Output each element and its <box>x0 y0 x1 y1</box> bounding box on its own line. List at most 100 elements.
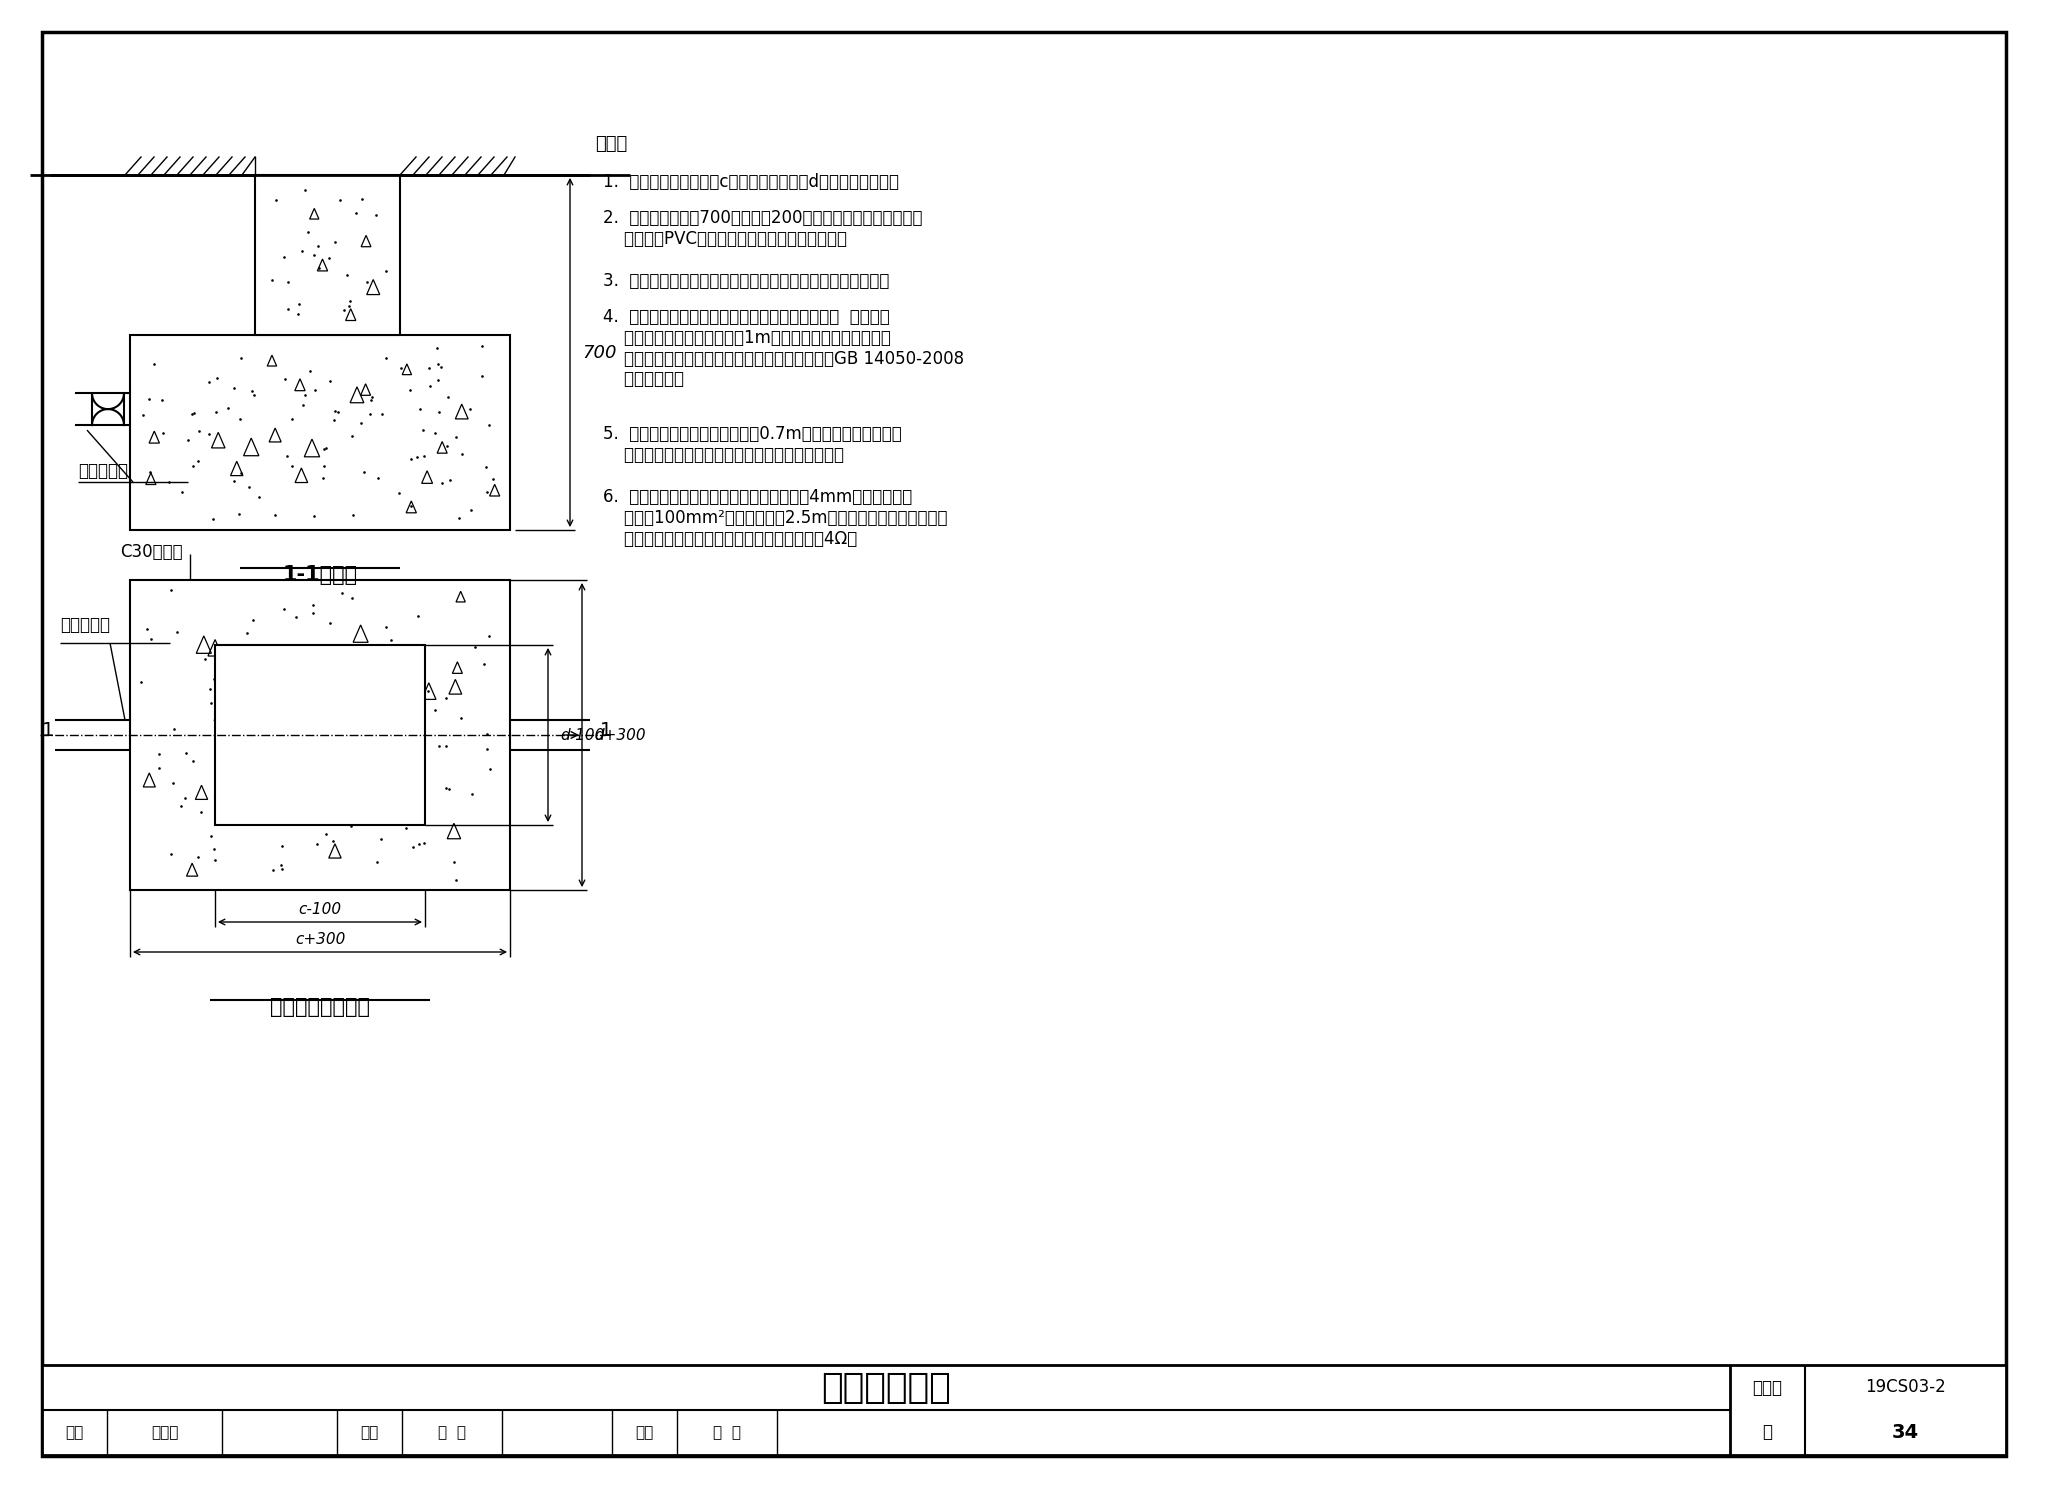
Point <box>289 179 322 202</box>
Bar <box>215 644 426 824</box>
Point <box>328 298 360 321</box>
Point <box>401 832 434 856</box>
Point <box>420 336 453 360</box>
Point <box>272 269 305 293</box>
Point <box>326 580 358 604</box>
Point <box>131 618 164 641</box>
Point <box>344 412 377 436</box>
Point <box>301 682 334 705</box>
Point <box>367 402 399 426</box>
Point <box>176 748 209 772</box>
Point <box>332 293 365 317</box>
Text: 700: 700 <box>582 344 616 362</box>
Point <box>217 469 250 493</box>
Point <box>403 397 436 421</box>
Text: 预留穿线管: 预留穿线管 <box>78 463 127 481</box>
Point <box>324 765 356 789</box>
Point <box>209 692 242 716</box>
Point <box>393 378 426 402</box>
Point <box>401 604 434 628</box>
Point <box>256 717 289 741</box>
Point <box>422 351 455 375</box>
Text: 审核: 审核 <box>66 1426 84 1440</box>
Point <box>279 795 311 818</box>
Point <box>283 292 315 315</box>
Point <box>199 848 231 872</box>
Point <box>201 801 233 824</box>
Point <box>319 231 352 254</box>
Point <box>143 743 176 766</box>
Point <box>289 382 322 406</box>
Point <box>293 783 326 806</box>
Point <box>266 857 299 881</box>
Point <box>279 772 311 796</box>
Point <box>180 845 213 869</box>
Point <box>399 445 432 469</box>
Point <box>182 449 215 473</box>
Point <box>459 635 492 659</box>
Point <box>387 741 420 765</box>
Point <box>258 503 291 527</box>
Point <box>170 741 203 765</box>
Text: 1-1剖面图: 1-1剖面图 <box>283 565 358 585</box>
Point <box>135 626 168 650</box>
Point <box>201 771 233 795</box>
Point <box>389 815 422 839</box>
Point <box>354 388 387 412</box>
Point <box>420 698 453 722</box>
Point <box>336 586 369 610</box>
Text: C30混凝土: C30混凝土 <box>121 543 182 561</box>
Point <box>430 434 463 458</box>
Point <box>268 246 301 269</box>
Point <box>217 375 250 399</box>
Point <box>455 783 487 806</box>
Text: 控制柜基础图: 控制柜基础图 <box>821 1370 950 1405</box>
Point <box>455 397 487 421</box>
Point <box>301 235 334 259</box>
Text: 预留穿线管: 预留穿线管 <box>59 616 111 634</box>
Text: 图集号: 图集号 <box>1753 1378 1782 1397</box>
Point <box>307 466 340 490</box>
Point <box>424 354 457 378</box>
Point <box>471 722 504 745</box>
Bar <box>43 1364 2005 1455</box>
Point <box>369 347 401 371</box>
Point <box>346 187 379 211</box>
Point <box>156 771 188 795</box>
Point <box>154 579 186 603</box>
Point <box>311 763 344 787</box>
Point <box>176 454 209 478</box>
Point <box>336 424 369 448</box>
Point <box>201 400 233 424</box>
Point <box>231 747 264 771</box>
Point <box>297 503 330 527</box>
Point <box>127 403 160 427</box>
Point <box>299 378 332 402</box>
Point <box>379 741 412 765</box>
Text: 控制柜基础平面图: 控制柜基础平面图 <box>270 997 371 1016</box>
Text: 6.  接地体采用热镀锌钢材，选用厚度不小于4mm扁钢，横截面
    不小于100mm²，长度不小于2.5m。当应用于腐蚀性场所时，
    应采用铜或铜覆钢: 6. 接地体采用热镀锌钢材，选用厚度不小于4mm扁钢，横截面 不小于100mm²… <box>602 488 948 548</box>
Point <box>160 619 193 643</box>
Point <box>442 506 475 530</box>
Point <box>477 467 510 491</box>
Point <box>178 402 211 426</box>
Point <box>385 356 418 379</box>
Point <box>426 472 459 496</box>
Point <box>412 356 444 379</box>
Text: 设计: 设计 <box>635 1426 653 1440</box>
Point <box>256 268 289 292</box>
Point <box>430 686 463 710</box>
Bar <box>129 335 510 530</box>
Point <box>297 243 330 266</box>
Point <box>360 466 393 490</box>
Point <box>293 220 326 244</box>
Point <box>264 656 297 680</box>
Point <box>238 382 270 406</box>
Point <box>334 289 367 312</box>
Point <box>444 707 477 731</box>
Point <box>408 707 440 731</box>
Point <box>303 256 336 280</box>
Text: 19CS03-2: 19CS03-2 <box>1866 1378 1946 1397</box>
Point <box>168 787 201 811</box>
Point <box>184 801 217 824</box>
